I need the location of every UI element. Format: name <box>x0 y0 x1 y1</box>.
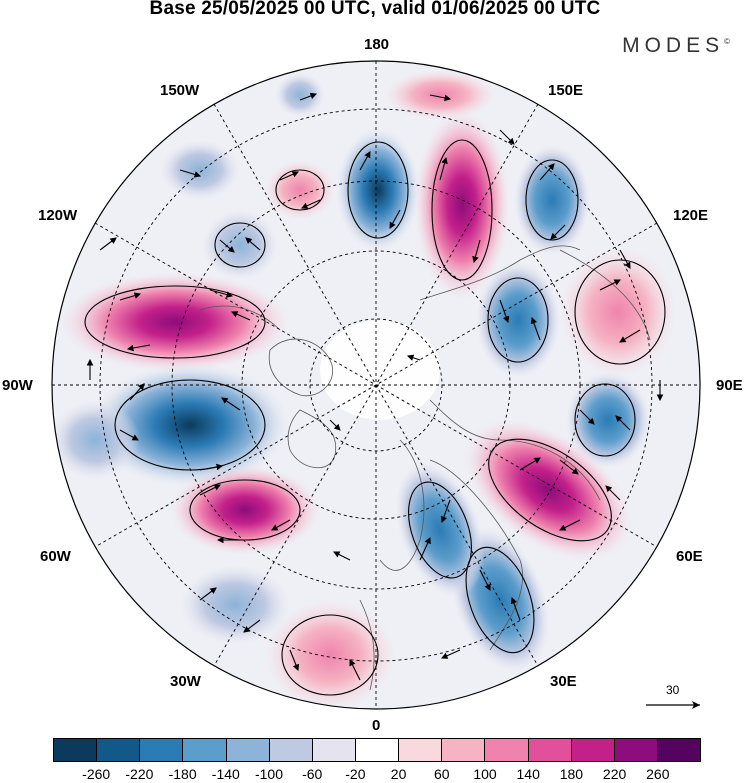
anomaly-center <box>560 247 676 377</box>
colorbar-tick-label: -20 <box>345 766 366 782</box>
anomaly-center <box>60 272 290 372</box>
colorbar-tick-label: 20 <box>390 766 407 782</box>
colorbar-tick-label: 260 <box>646 766 670 782</box>
colorbar-swatch <box>54 739 98 761</box>
anomaly-center <box>385 70 495 120</box>
colorbar-tick-label: -260 <box>82 766 111 782</box>
colorbar-swatch <box>399 739 443 761</box>
modes-logo: MODES© <box>622 34 730 57</box>
anomaly-center <box>566 372 650 468</box>
colorbar <box>53 738 701 762</box>
colorbar-swatch <box>614 739 658 761</box>
colorbar-tick-label: 60 <box>434 766 450 782</box>
anomaly-field <box>52 61 700 709</box>
lon-label-120e: 120E <box>673 207 709 224</box>
anomaly-center <box>90 363 290 487</box>
anomaly-center <box>275 73 325 117</box>
colorbar-tick-label: 140 <box>516 766 540 782</box>
colorbar-swatch <box>485 739 529 761</box>
anomaly-center <box>265 600 395 709</box>
colorbar-tick-label: 180 <box>559 766 584 782</box>
colorbar-tick-label: -220 <box>125 766 154 782</box>
colorbar-tick-label: -100 <box>254 766 284 782</box>
colorbar-tick-label: 100 <box>473 766 497 782</box>
colorbar-swatch <box>355 739 400 761</box>
colorbar-swatch <box>226 739 270 761</box>
anomaly-center <box>265 160 335 220</box>
colorbar-ticks: -260 -220 -180 -140 -100 -60 -20 20 60 100 140 180 2… <box>53 766 701 782</box>
anomaly-center <box>476 262 560 378</box>
contour-lines <box>84 139 666 696</box>
colorbar-swatch <box>571 739 615 761</box>
colorbar-swatch <box>657 739 701 761</box>
anomaly-center <box>52 400 140 480</box>
lon-label-90e: 90E <box>716 377 743 394</box>
colorbar-tick-label: 220 <box>602 766 627 782</box>
anomaly-center <box>395 462 485 598</box>
colorbar-tick-label: -180 <box>168 766 197 782</box>
colorbar-swatch <box>140 739 184 761</box>
anomaly-center <box>160 140 240 200</box>
anomaly-center <box>180 565 290 645</box>
colorbar-swatch <box>183 739 227 761</box>
colorbar-swatch <box>269 739 313 761</box>
meridians <box>52 61 700 709</box>
anomaly-center <box>202 210 278 280</box>
lon-label-60w: 60W <box>40 548 71 565</box>
reference-vector-arrow <box>646 701 700 709</box>
colorbar-swatch <box>97 739 141 761</box>
anomaly-center <box>336 128 420 252</box>
lon-label-60e: 60E <box>676 548 703 565</box>
anomaly-center <box>464 419 632 561</box>
colorbar-swatch <box>528 739 572 761</box>
lon-label-90w: 90W <box>2 377 33 394</box>
lon-label-30e: 30E <box>550 673 577 690</box>
reference-vector-label: 30 <box>666 683 680 697</box>
colorbar-tick-label: -60 <box>302 766 323 782</box>
lon-label-150e: 150E <box>548 82 584 99</box>
colorbar-tick-label: -140 <box>211 766 240 782</box>
lon-label-180: 180 <box>364 36 390 53</box>
lon-label-0: 0 <box>372 717 381 734</box>
lon-label-120w: 120W <box>38 207 78 224</box>
lon-label-30w: 30W <box>170 673 201 690</box>
wind-vectors <box>86 92 664 681</box>
lon-label-150w: 150W <box>160 82 200 99</box>
map-title: Base 25/05/2025 00 UTC, valid 01/06/2025… <box>149 0 601 19</box>
colorbar-swatch <box>312 739 356 761</box>
colorbar-swatch <box>442 739 486 761</box>
